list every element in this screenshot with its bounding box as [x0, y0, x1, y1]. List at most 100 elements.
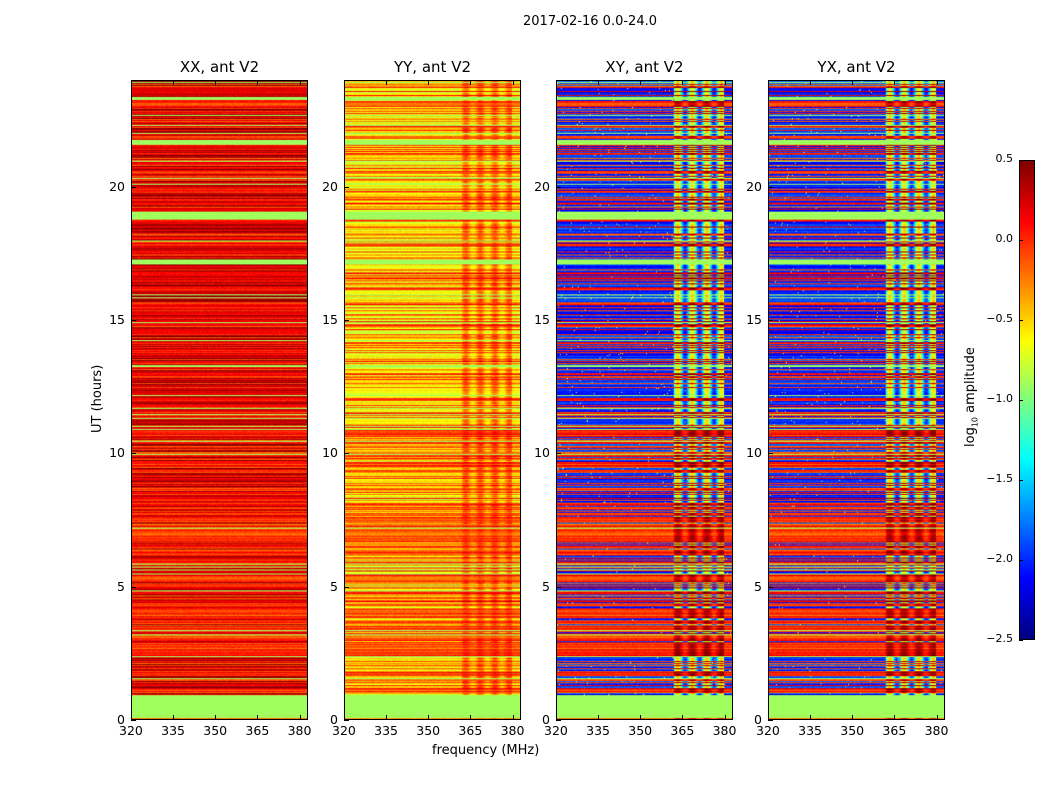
x-tick-label: 335 [161, 723, 185, 738]
y-tick-mark [556, 320, 561, 321]
x-tick-label: 380 [287, 723, 312, 738]
x-tick-label: 350 [416, 723, 441, 738]
x-tick-mark [810, 80, 812, 85]
colorbar-tick-mark [1019, 240, 1023, 241]
x-tick-mark [556, 80, 557, 85]
x-tick-mark [470, 80, 472, 85]
panel-title: XX, ant V2 [179, 58, 260, 76]
colorbar-tick-label: −1.5 [986, 472, 1013, 485]
colorbar-tick-label: −1.0 [986, 392, 1013, 405]
y-tick-label: 0 [754, 712, 762, 727]
heatmap-image [132, 81, 307, 719]
x-tick-mark [215, 80, 217, 85]
x-tick-label: 380 [500, 723, 525, 738]
y-tick-mark [344, 186, 349, 188]
figure-title: 2017-02-16 0.0-24.0 [523, 14, 657, 29]
y-tick-mark [131, 186, 136, 188]
y-tick-label: 5 [117, 578, 125, 594]
x-tick-label: 335 [374, 723, 398, 738]
panel-title: YX, ant V2 [817, 58, 896, 76]
x-tick-mark [512, 715, 514, 720]
x-tick-label: 365 [882, 723, 907, 738]
x-tick-mark [768, 715, 769, 720]
x-tick-label: 335 [586, 723, 610, 738]
y-tick-mark [344, 586, 349, 588]
x-tick-mark [428, 80, 430, 85]
y-tick-label: 10 [322, 445, 338, 461]
heatmap-panel [131, 80, 308, 720]
x-tick-label: 320 [119, 723, 143, 738]
y-tick-label: 10 [109, 445, 125, 461]
y-tick-mark [131, 720, 136, 721]
y-tick-mark [556, 453, 561, 455]
heatmap-image [769, 81, 944, 719]
colorbar-tick-mark [1019, 400, 1023, 401]
y-tick-label: 10 [534, 445, 550, 461]
x-tick-mark [299, 715, 301, 720]
y-tick-mark [768, 186, 773, 188]
heatmap-image [557, 81, 732, 719]
colorbar-tick-label: −2.5 [986, 632, 1013, 645]
colorbar-tick-label: 0.0 [995, 232, 1014, 245]
y-tick-mark [131, 320, 136, 321]
heatmap-panel [768, 80, 945, 720]
y-tick-mark [556, 186, 561, 188]
x-tick-mark [386, 80, 388, 85]
colorbar-tick-label: −0.5 [986, 312, 1013, 325]
x-tick-label: 320 [332, 723, 356, 738]
x-tick-mark [257, 80, 259, 85]
x-tick-mark [852, 80, 854, 85]
y-tick-label: 20 [746, 178, 762, 194]
x-tick-mark [173, 80, 175, 85]
y-tick-mark [556, 720, 561, 721]
x-tick-label: 320 [544, 723, 568, 738]
colorbar-tick-mark [1019, 480, 1023, 481]
x-tick-mark [131, 715, 132, 720]
y-tick-mark [768, 586, 773, 588]
x-tick-mark [682, 80, 684, 85]
y-tick-label: 0 [542, 712, 550, 727]
x-tick-mark [556, 715, 557, 720]
y-tick-mark [556, 586, 561, 588]
colorbar-tick-label: 0.5 [995, 152, 1014, 165]
y-tick-label: 0 [117, 712, 125, 727]
y-tick-mark [131, 586, 136, 588]
x-tick-mark [936, 715, 938, 720]
x-tick-label: 350 [628, 723, 653, 738]
x-tick-label: 350 [203, 723, 228, 738]
x-tick-mark [768, 80, 769, 85]
x-tick-mark [344, 80, 345, 85]
x-tick-mark [215, 715, 217, 720]
x-tick-label: 365 [245, 723, 270, 738]
colorbar-tick-mark [1019, 160, 1023, 161]
y-tick-mark [768, 453, 773, 455]
colorbar-gradient [1020, 161, 1034, 639]
y-tick-mark [131, 453, 136, 455]
heatmap-image [345, 81, 520, 719]
x-tick-mark [344, 715, 345, 720]
x-axis-label: frequency (MHz) [432, 743, 540, 758]
panel-title: YY, ant V2 [393, 58, 471, 76]
x-tick-mark [131, 80, 132, 85]
y-tick-label: 5 [330, 578, 338, 594]
x-tick-mark [173, 715, 175, 720]
x-tick-mark [810, 715, 812, 720]
x-tick-label: 380 [924, 723, 949, 738]
x-tick-label: 320 [756, 723, 780, 738]
x-tick-mark [470, 715, 472, 720]
x-tick-mark [299, 80, 301, 85]
y-axis-label: UT (hours) [90, 364, 105, 433]
y-tick-mark [768, 320, 773, 321]
colorbar-tick-mark [1019, 640, 1023, 641]
y-tick-label: 5 [542, 578, 550, 594]
y-tick-mark [344, 453, 349, 455]
y-tick-label: 15 [109, 312, 125, 327]
x-tick-mark [724, 715, 726, 720]
x-tick-mark [428, 715, 430, 720]
panel-title: XY, ant V2 [605, 58, 684, 76]
y-tick-label: 20 [322, 178, 338, 194]
y-tick-label: 15 [746, 312, 762, 327]
colorbar-tick-mark [1019, 560, 1023, 561]
x-tick-mark [640, 715, 642, 720]
heatmap-panel [556, 80, 733, 720]
